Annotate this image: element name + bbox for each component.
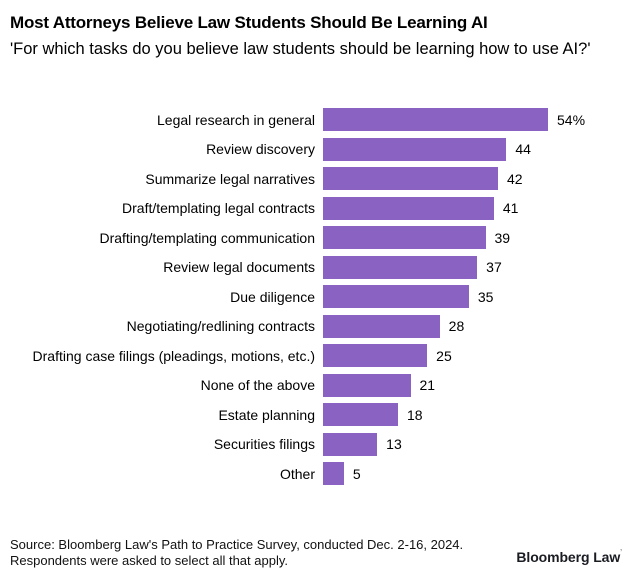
bar-cell: 41: [323, 196, 633, 220]
bar: [323, 373, 411, 397]
bar-cell: 39: [323, 226, 633, 250]
bar-chart: Legal research in general 54% Review disco…: [0, 105, 633, 489]
bar-row: Draft/templating legal contracts 41: [0, 194, 633, 224]
source-line-1: Source: Bloomberg Law's Path to Practice…: [10, 537, 464, 552]
bar-row: Due diligence 35: [0, 282, 633, 312]
bar-cell: 28: [323, 314, 633, 338]
bar-category-label: Review legal documents: [163, 259, 315, 276]
bar-row: Summarize legal narratives 42: [0, 164, 633, 194]
bar-cell: 21: [323, 373, 633, 397]
bar-category-label: Due diligence: [230, 288, 315, 305]
bar-category-label: Draft/templating legal contracts: [122, 200, 315, 217]
bar-category-label: None of the above: [200, 377, 315, 394]
bar-category-label: Securities filings: [213, 436, 315, 453]
trademark-mark: ’: [620, 549, 622, 556]
bar-value-label: 18: [407, 406, 423, 423]
bar: [323, 255, 478, 279]
bar-row: Estate planning 18: [0, 400, 633, 430]
chart-subtitle: 'For which tasks do you believe law stud…: [10, 40, 591, 58]
bar-row: Drafting/templating communication 39: [0, 223, 633, 253]
bar-cell: 18: [323, 403, 633, 427]
bar-row: Securities filings 13: [0, 430, 633, 460]
bar-cell: 42: [323, 167, 633, 191]
bar-category-label: Estate planning: [218, 406, 315, 423]
bar-category-label: Summarize legal narratives: [145, 170, 315, 187]
bar-cell: 54%: [323, 108, 633, 132]
bar-cell: 37: [323, 255, 633, 279]
bar-row: Review legal documents 37: [0, 253, 633, 283]
bar: [323, 314, 440, 338]
bar-value-label: 41: [502, 200, 519, 217]
source-note: Source: Bloomberg Law's Path to Practice…: [10, 537, 463, 569]
bar-value-label: 5: [352, 465, 361, 482]
bar-cell: 35: [323, 285, 633, 309]
bar-category-label: Other: [279, 465, 315, 482]
bar-value-label: 28: [448, 318, 465, 335]
bar-cell: 44: [323, 137, 633, 161]
bar-cell: 25: [323, 344, 633, 368]
bar-row: None of the above 21: [0, 371, 633, 401]
bar-category-label: Review discovery: [206, 141, 315, 158]
bar-row: Other 5: [0, 459, 633, 489]
chart-title: Most Attorneys Believe Law Students Shou…: [10, 13, 488, 32]
bar-category-label: Negotiating/redlining contracts: [126, 318, 315, 335]
bar-value-label: 37: [486, 259, 502, 276]
bar-category-label: Legal research in general: [157, 111, 315, 128]
bar: [323, 403, 398, 427]
bar-value-label: 25: [436, 347, 452, 364]
bar: [323, 196, 494, 220]
bar: [323, 137, 507, 161]
bar-category-label: Drafting/templating communication: [99, 229, 315, 246]
bar: [323, 108, 548, 132]
bar-value-label: 21: [419, 377, 436, 394]
logo-text: Bloomberg Law: [516, 549, 621, 565]
bar-row: Negotiating/redlining contracts 28: [0, 312, 633, 342]
bar-category-label: Drafting case filings (pleadings, motion…: [32, 347, 315, 364]
bloomberg-law-logo: Bloomberg Law’: [516, 549, 622, 565]
bar-value-label: 39: [494, 229, 511, 246]
bar-row: Legal research in general 54%: [0, 105, 633, 135]
source-line-2: Respondents were asked to select all tha…: [10, 553, 288, 568]
bar: [323, 285, 469, 309]
bar-value-label: 13: [386, 436, 402, 453]
bar-cell: 5: [323, 462, 633, 486]
bar: [323, 167, 498, 191]
bar: [323, 432, 378, 456]
bar-value-label: 35: [477, 288, 494, 305]
bar-row: Drafting case filings (pleadings, motion…: [0, 341, 633, 371]
bar-value-label: 44: [515, 141, 531, 158]
bar: [323, 226, 486, 250]
bar-value-label: 42: [507, 170, 523, 187]
bar-value-label: 54%: [557, 111, 586, 128]
bar-cell: 13: [323, 432, 633, 456]
bar: [323, 462, 344, 486]
bar-row: Review discovery 44: [0, 135, 633, 165]
bar: [323, 344, 428, 368]
